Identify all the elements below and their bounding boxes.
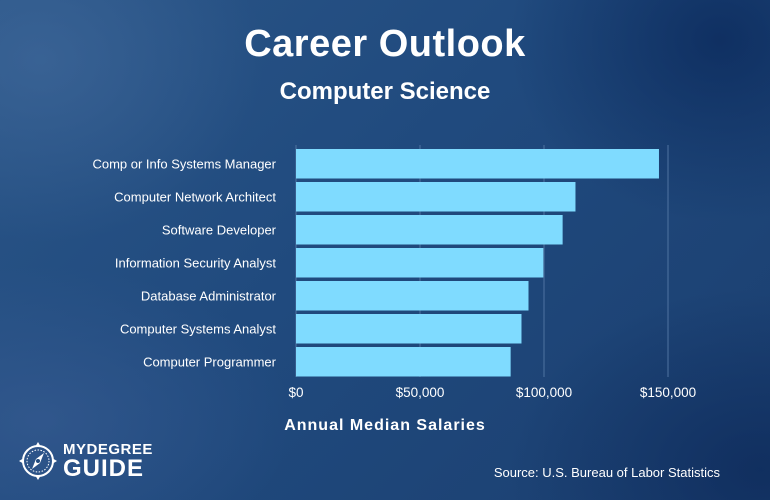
category-label: Computer Programmer (143, 354, 277, 369)
compass-icon (19, 442, 57, 480)
logo-wordmark-bottom: GUIDE (63, 455, 145, 482)
category-label: Software Developer (162, 222, 277, 237)
chart-title: Career Outlook (244, 23, 526, 65)
category-label: Comp or Info Systems Manager (92, 156, 276, 171)
x-axis-label: Annual Median Salaries (284, 417, 486, 434)
x-tick-label: $100,000 (516, 385, 572, 400)
bar (296, 215, 563, 245)
category-label: Computer Network Architect (114, 189, 276, 204)
x-tick-label: $0 (288, 385, 303, 400)
bars (296, 149, 659, 377)
bar (296, 248, 544, 278)
bar (296, 149, 659, 179)
logo-wordmark-top: MYDEGREE (63, 441, 153, 458)
chart-subtitle: Computer Science (279, 78, 491, 105)
bar (296, 281, 529, 311)
category-labels: Comp or Info Systems Manager Computer Net… (92, 156, 276, 369)
mydegreeguide-logo: MYDEGREE GUIDE (18, 440, 168, 484)
source-note: Source: U.S. Bureau of Labor Statistics (493, 465, 720, 480)
category-label: Computer Systems Analyst (120, 321, 276, 336)
category-label: Information Security Analyst (115, 255, 277, 270)
category-label: Database Administrator (141, 288, 277, 303)
bar (296, 182, 576, 212)
bar (296, 347, 511, 377)
x-tick-label: $150,000 (640, 385, 696, 400)
x-tick-labels: $0 $50,000 $100,000 $150,000 (288, 385, 696, 400)
x-tick-label: $50,000 (396, 385, 445, 400)
bar (296, 314, 522, 344)
